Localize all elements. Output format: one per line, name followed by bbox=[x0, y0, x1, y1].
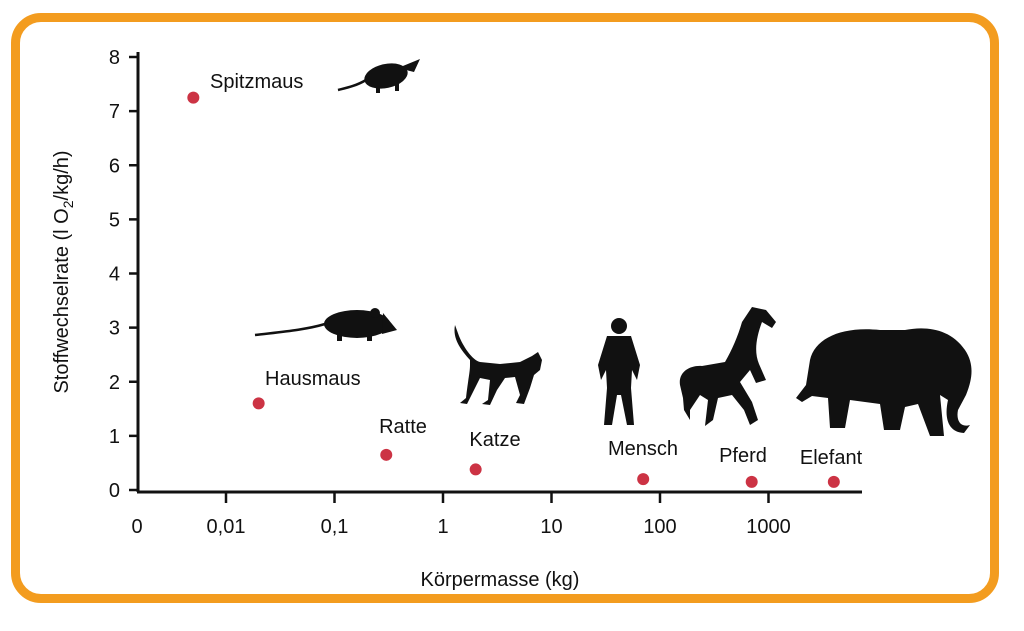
point-label-spitzmaus: Spitzmaus bbox=[210, 71, 303, 93]
point-label-ratte: Ratte bbox=[379, 416, 427, 438]
x-tick-label: 1000 bbox=[746, 516, 791, 538]
horse-icon bbox=[679, 307, 776, 426]
point-label-mensch: Mensch bbox=[608, 438, 678, 460]
mouse-icon bbox=[254, 308, 397, 341]
chart-frame bbox=[11, 13, 999, 603]
y-tick-label: 7 bbox=[109, 101, 120, 123]
y-tick-label: 4 bbox=[109, 264, 120, 286]
x-tick-label: 0,01 bbox=[207, 516, 246, 538]
cat-icon bbox=[454, 325, 542, 405]
x-tick-label: 0,1 bbox=[321, 516, 349, 538]
y-tick-label: 6 bbox=[109, 155, 120, 177]
y-tick-label: 2 bbox=[109, 372, 120, 394]
data-point-spitzmaus bbox=[187, 91, 200, 104]
x-tick-label: 1 bbox=[437, 516, 448, 538]
x-tick-label: 0 bbox=[131, 516, 142, 538]
y-tick-label: 0 bbox=[109, 480, 120, 502]
y-tick-label: 8 bbox=[109, 47, 120, 69]
x-axis-title: Körpermasse (kg) bbox=[421, 569, 580, 591]
elephant-icon bbox=[796, 328, 972, 436]
y-tick-label: 5 bbox=[109, 209, 120, 231]
point-label-elefant: Elefant bbox=[800, 447, 863, 469]
data-point-katze bbox=[469, 463, 482, 476]
point-label-katze: Katze bbox=[469, 429, 520, 451]
data-point-pferd bbox=[745, 475, 758, 488]
data-point-ratte bbox=[380, 448, 393, 461]
x-tick-label: 100 bbox=[643, 516, 676, 538]
data-point-hausmaus bbox=[252, 397, 265, 410]
point-label-hausmaus: Hausmaus bbox=[265, 368, 361, 390]
human-icon bbox=[598, 318, 640, 425]
y-tick-label: 3 bbox=[109, 318, 120, 340]
y-tick-label: 1 bbox=[109, 426, 120, 448]
data-point-mensch bbox=[637, 473, 650, 486]
data-point-elefant bbox=[827, 475, 840, 488]
point-label-pferd: Pferd bbox=[719, 445, 767, 467]
y-axis-title: Stoffwechselrate (l O2/kg/h) bbox=[51, 150, 76, 393]
shrew-icon bbox=[337, 59, 420, 93]
x-tick-label: 10 bbox=[540, 516, 562, 538]
